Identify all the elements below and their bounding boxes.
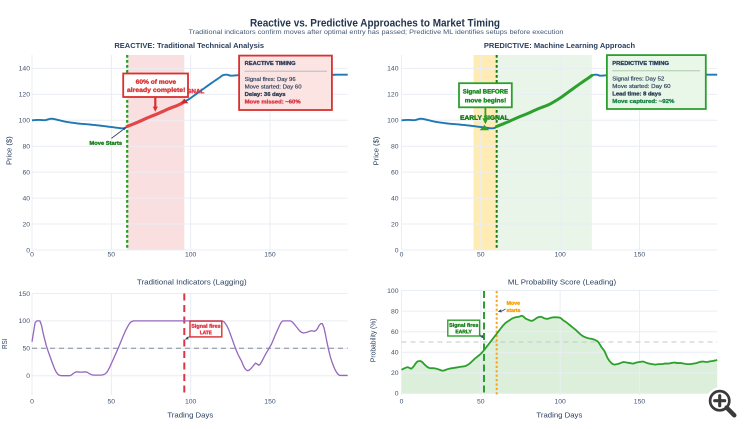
svg-text:100: 100 xyxy=(185,399,197,406)
svg-text:20: 20 xyxy=(391,370,399,377)
svg-text:80: 80 xyxy=(391,144,399,151)
svg-text:50: 50 xyxy=(477,399,485,406)
svg-text:Trading Days: Trading Days xyxy=(536,411,582,420)
svg-text:20: 20 xyxy=(22,221,30,228)
svg-text:100: 100 xyxy=(19,318,31,325)
svg-text:0: 0 xyxy=(395,247,399,254)
svg-text:100: 100 xyxy=(387,118,399,125)
svg-text:Move captured: ~92%: Move captured: ~92% xyxy=(612,99,674,105)
svg-text:80: 80 xyxy=(22,144,30,151)
svg-text:40: 40 xyxy=(391,195,399,202)
svg-text:150: 150 xyxy=(264,399,276,406)
svg-text:100: 100 xyxy=(554,399,566,406)
svg-text:Price ($): Price ($) xyxy=(372,137,381,166)
svg-text:Signal fires: Day 96: Signal fires: Day 96 xyxy=(245,77,296,83)
svg-text:Price ($): Price ($) xyxy=(4,136,13,165)
svg-text:40: 40 xyxy=(22,195,30,202)
svg-text:140: 140 xyxy=(387,66,399,73)
svg-text:Signal fires: Day 52: Signal fires: Day 52 xyxy=(612,77,664,83)
svg-text:50: 50 xyxy=(108,251,116,258)
svg-text:100: 100 xyxy=(185,251,197,258)
svg-text:140: 140 xyxy=(19,66,31,73)
svg-text:40: 40 xyxy=(391,350,399,357)
svg-text:60: 60 xyxy=(391,170,399,177)
svg-text:PREDICTIVE TIMING: PREDICTIVE TIMING xyxy=(612,61,669,67)
svg-text:50: 50 xyxy=(477,251,485,258)
svg-text:Reactive vs. Predictive Approa: Reactive vs. Predictive Approaches to Ma… xyxy=(250,18,500,30)
svg-text:Move started: Day 60: Move started: Day 60 xyxy=(245,85,302,91)
svg-text:Move missed: ~60%: Move missed: ~60% xyxy=(245,100,301,106)
svg-text:0: 0 xyxy=(26,247,30,254)
svg-text:120: 120 xyxy=(19,92,31,99)
svg-text:Move started: Day 60: Move started: Day 60 xyxy=(612,84,670,90)
svg-text:Lead time: 8 days: Lead time: 8 days xyxy=(612,92,661,98)
svg-text:0: 0 xyxy=(395,391,399,398)
svg-text:60: 60 xyxy=(391,329,399,336)
svg-text:0: 0 xyxy=(30,399,34,406)
svg-text:Delay: 36 days: Delay: 36 days xyxy=(245,92,286,98)
svg-text:REACTIVE TIMING: REACTIVE TIMING xyxy=(245,61,296,67)
svg-text:0: 0 xyxy=(400,399,404,406)
svg-text:60: 60 xyxy=(22,170,30,177)
svg-text:50: 50 xyxy=(108,399,116,406)
svg-text:ML Probability Score (Leading): ML Probability Score (Leading) xyxy=(508,280,616,287)
svg-text:100: 100 xyxy=(554,251,566,258)
svg-text:0: 0 xyxy=(400,251,404,258)
svg-text:20: 20 xyxy=(391,221,399,228)
svg-text:Probability (%): Probability (%) xyxy=(369,318,378,362)
svg-text:150: 150 xyxy=(634,399,646,406)
svg-text:0: 0 xyxy=(30,251,34,258)
svg-text:150: 150 xyxy=(634,251,646,258)
svg-text:Trading Days: Trading Days xyxy=(167,411,213,420)
svg-text:REACTIVE: Traditional Technica: REACTIVE: Traditional Technical Analysis xyxy=(114,42,264,50)
svg-text:80: 80 xyxy=(391,308,399,315)
svg-text:100: 100 xyxy=(387,288,399,295)
svg-text:Traditional indicators confirm: Traditional indicators confirm moves aft… xyxy=(189,29,564,36)
svg-text:150: 150 xyxy=(19,291,31,298)
svg-text:50: 50 xyxy=(22,346,30,353)
svg-text:RSI: RSI xyxy=(0,339,9,350)
svg-text:100: 100 xyxy=(19,118,31,125)
svg-text:150: 150 xyxy=(264,251,276,258)
svg-text:120: 120 xyxy=(387,92,399,99)
svg-text:PREDICTIVE: Machine Learning A: PREDICTIVE: Machine Learning Approach xyxy=(484,42,635,50)
svg-text:Traditional Indicators (Laggin: Traditional Indicators (Lagging) xyxy=(137,280,247,287)
svg-text:0: 0 xyxy=(26,373,30,380)
